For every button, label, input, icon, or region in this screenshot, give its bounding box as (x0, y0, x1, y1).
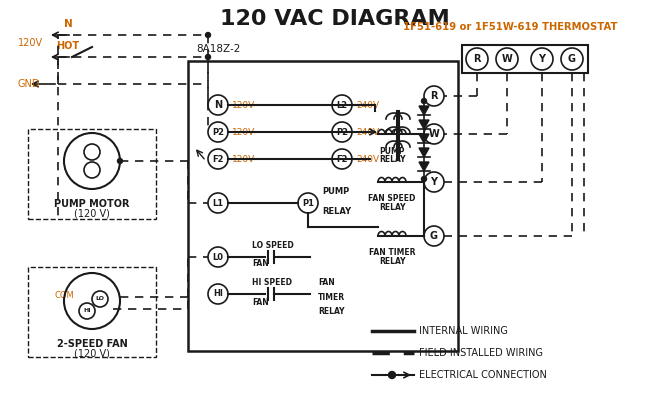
Text: P2: P2 (336, 127, 348, 137)
Text: N: N (64, 19, 72, 29)
Polygon shape (419, 134, 429, 143)
Text: RELAY: RELAY (379, 257, 405, 266)
Text: RELAY: RELAY (322, 207, 351, 216)
Text: HI SPEED: HI SPEED (252, 278, 292, 287)
Text: 120V: 120V (232, 101, 255, 109)
Text: 120V: 120V (232, 127, 255, 137)
Text: COM: COM (54, 292, 74, 300)
Text: FAN: FAN (252, 298, 269, 307)
Text: L1: L1 (212, 199, 224, 207)
Text: 240V: 240V (356, 155, 379, 163)
Text: P2: P2 (212, 127, 224, 137)
Text: G: G (430, 231, 438, 241)
Polygon shape (419, 120, 429, 129)
Circle shape (206, 33, 210, 37)
Text: HOT: HOT (56, 41, 80, 51)
Text: PUMP: PUMP (322, 187, 349, 196)
Text: 240V: 240V (356, 101, 379, 109)
Text: 1F51-619 or 1F51W-619 THERMOSTAT: 1F51-619 or 1F51W-619 THERMOSTAT (403, 22, 617, 32)
Text: INTERNAL WIRING: INTERNAL WIRING (419, 326, 508, 336)
Polygon shape (419, 162, 429, 171)
Text: (120 V): (120 V) (74, 208, 110, 218)
Text: ELECTRICAL CONNECTION: ELECTRICAL CONNECTION (419, 370, 547, 380)
Text: RELAY: RELAY (379, 155, 405, 164)
Text: TIMER: TIMER (318, 292, 345, 302)
Text: (120 V): (120 V) (74, 348, 110, 358)
Text: P1: P1 (302, 199, 314, 207)
Text: 120V: 120V (232, 155, 255, 163)
Text: 8A18Z-2: 8A18Z-2 (196, 44, 241, 54)
Text: 120 VAC DIAGRAM: 120 VAC DIAGRAM (220, 9, 450, 29)
Circle shape (206, 54, 210, 59)
Text: W: W (429, 129, 440, 139)
Circle shape (117, 158, 123, 163)
Text: HI: HI (83, 308, 91, 313)
Circle shape (389, 372, 395, 378)
Text: Y: Y (539, 54, 545, 64)
Text: RELAY: RELAY (318, 307, 344, 316)
Text: LO SPEED: LO SPEED (252, 241, 293, 250)
Text: FAN SPEED: FAN SPEED (369, 194, 415, 203)
Text: FAN: FAN (318, 278, 335, 287)
Polygon shape (419, 148, 429, 157)
Text: F2: F2 (336, 155, 348, 163)
Text: FAN TIMER: FAN TIMER (369, 248, 415, 257)
Text: G: G (568, 54, 576, 64)
Text: HI: HI (213, 290, 223, 298)
Text: W: W (502, 54, 513, 64)
Text: L2: L2 (336, 101, 348, 109)
Text: L0: L0 (212, 253, 224, 261)
Polygon shape (419, 106, 429, 115)
Text: N: N (214, 100, 222, 110)
Text: PUMP: PUMP (379, 147, 405, 156)
Text: R: R (430, 91, 438, 101)
Text: PUMP MOTOR: PUMP MOTOR (54, 199, 130, 209)
Text: RELAY: RELAY (379, 203, 405, 212)
FancyBboxPatch shape (188, 61, 458, 351)
Text: FIELD INSTALLED WIRING: FIELD INSTALLED WIRING (419, 348, 543, 358)
Text: 240V: 240V (356, 127, 379, 137)
Text: Y: Y (431, 177, 438, 187)
Text: 120V: 120V (18, 38, 43, 48)
Text: GND: GND (18, 79, 40, 89)
Text: F2: F2 (212, 155, 224, 163)
Text: FAN: FAN (252, 259, 269, 268)
Text: R: R (473, 54, 481, 64)
Circle shape (421, 176, 427, 181)
Circle shape (421, 98, 427, 103)
FancyBboxPatch shape (462, 45, 588, 73)
Text: 2-SPEED FAN: 2-SPEED FAN (57, 339, 127, 349)
Text: LO: LO (96, 297, 105, 302)
